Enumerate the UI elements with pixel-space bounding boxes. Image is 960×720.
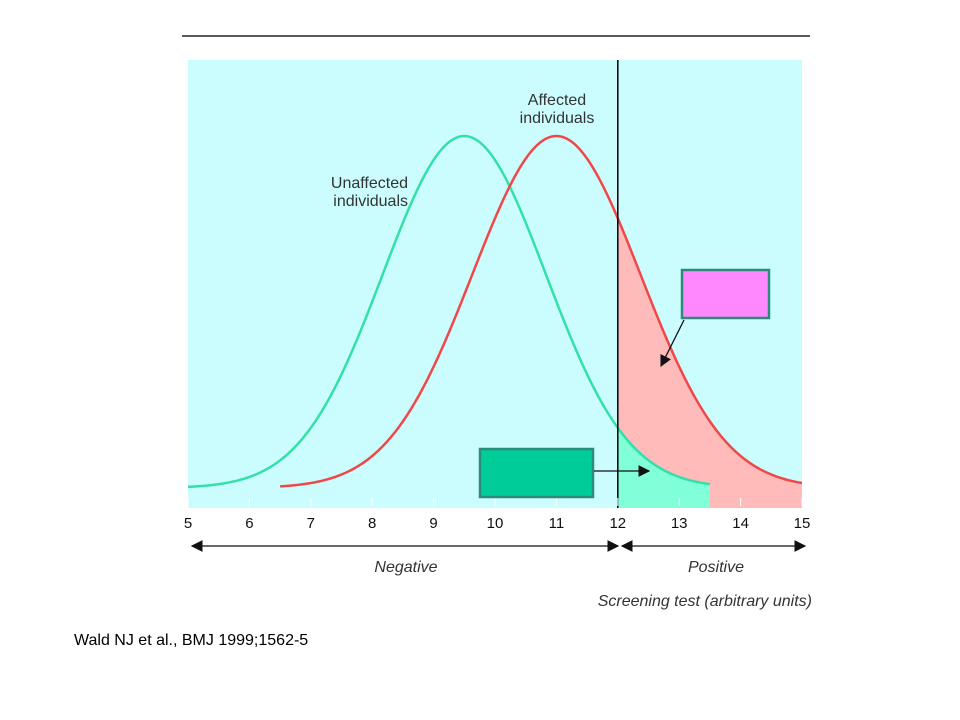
x-tick-label: 13: [671, 515, 688, 532]
x-axis-label: Screening test (arbitrary units): [598, 593, 812, 610]
series-line-affected: [280, 134, 803, 488]
affected-series-label: Affected individuals: [520, 92, 595, 127]
positive-region-label: Positive: [688, 559, 744, 576]
x-axis-ticks: 5 6 7 8 9 10 11 12 13 14 15: [184, 498, 811, 532]
x-tick-label: 9: [429, 515, 437, 532]
x-tick-label: 15: [794, 515, 811, 532]
x-tick-label: 7: [307, 515, 315, 532]
distribution-curves: [187, 134, 803, 489]
unaffected-series-label: Unaffected individuals: [331, 175, 408, 210]
series-line-unaffected: [187, 134, 711, 489]
x-tick-label: 12: [609, 515, 626, 532]
shaded-area-affected-positive: [617, 218, 802, 508]
negative-region-label: Negative: [374, 559, 437, 576]
shaded-area-unaffected-positive: [617, 427, 710, 508]
x-tick-label: 8: [368, 515, 376, 532]
pink-callout-arrow: [660, 319, 685, 368]
x-tick-label: 5: [184, 515, 192, 532]
citation: Wald NJ et al., BMJ 1999;1562-5: [74, 632, 309, 649]
false-negative-callout-box: [680, 268, 771, 320]
shaded-areas: [617, 218, 802, 508]
false-positive-callout-box: [478, 447, 595, 499]
x-tick-label: 14: [732, 515, 749, 532]
x-tick-label: 6: [245, 515, 253, 532]
x-tick-label: 10: [487, 515, 504, 532]
x-tick-label: 11: [549, 515, 565, 532]
